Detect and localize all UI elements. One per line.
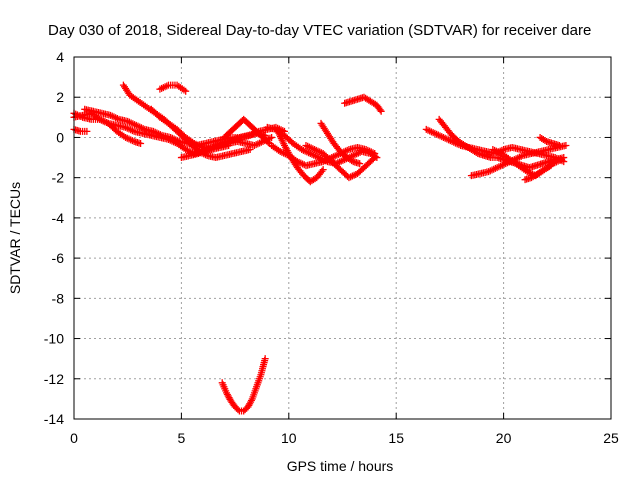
data-point xyxy=(376,106,384,114)
grid-lines xyxy=(74,57,611,419)
y-tick-label: 2 xyxy=(56,89,64,105)
x-tick-label: 10 xyxy=(281,430,297,446)
plot-frame xyxy=(73,56,612,420)
data-point xyxy=(369,155,377,163)
data-point xyxy=(137,139,145,147)
data-point xyxy=(558,156,566,164)
chart-title: Day 030 of 2018, Sidereal Day-to-day VTE… xyxy=(48,22,591,39)
data-point xyxy=(541,136,549,144)
data-point xyxy=(377,107,385,115)
data-point xyxy=(247,396,255,404)
y-tick-label: -14 xyxy=(44,411,64,427)
data-point xyxy=(545,163,553,171)
y-axis-label: SDTVAR / TECUs xyxy=(7,182,23,294)
y-tick-label: 4 xyxy=(56,49,64,65)
x-tick-label: 25 xyxy=(603,430,619,446)
y-tick-label: -4 xyxy=(52,210,65,226)
series-trace-7 xyxy=(147,105,276,154)
x-tick-label: 15 xyxy=(388,430,404,446)
data-point xyxy=(182,87,190,95)
data-point xyxy=(318,167,326,175)
axis-ticks: 0 5 10 15 20 25 -14 -12 -10 -8 -6 -4 -2 0 2 4 xyxy=(44,49,619,446)
series-trace-20 xyxy=(521,162,555,184)
series-trace-14 xyxy=(317,119,364,168)
data-point xyxy=(234,406,242,414)
data-point xyxy=(83,127,91,135)
series-trace-15 xyxy=(341,93,385,115)
data-point xyxy=(261,355,269,363)
series-trace-13 xyxy=(302,141,379,182)
data-point xyxy=(555,141,563,149)
data-point xyxy=(472,149,480,157)
y-tick-label: -10 xyxy=(44,331,64,347)
y-tick-label: -12 xyxy=(44,371,64,387)
series-trace-12 xyxy=(274,127,327,186)
y-tick-label: 0 xyxy=(56,129,64,145)
data-point xyxy=(268,133,276,141)
data-point xyxy=(356,160,364,168)
y-tick-label: -2 xyxy=(52,170,65,186)
x-axis-label: GPS time / hours xyxy=(287,458,394,474)
series-trace-2 xyxy=(70,109,145,147)
x-tick-label: 0 xyxy=(70,430,78,446)
data-point xyxy=(319,166,327,174)
series-trace-6 xyxy=(156,81,190,95)
data-point xyxy=(348,157,356,165)
data-point xyxy=(547,162,555,170)
series-trace-9 xyxy=(220,115,273,147)
data-points xyxy=(70,81,570,415)
data-point xyxy=(562,141,570,149)
series-trace-4 xyxy=(70,125,91,135)
y-tick-label: -6 xyxy=(52,250,65,266)
data-point xyxy=(264,138,272,146)
data-point xyxy=(246,146,254,154)
series-trace-22 xyxy=(218,355,269,415)
x-tick-label: 5 xyxy=(178,430,186,446)
y-tick-label: -8 xyxy=(52,290,65,306)
x-tick-label: 20 xyxy=(496,430,512,446)
series-trace-21 xyxy=(536,133,563,149)
data-point xyxy=(371,154,379,162)
